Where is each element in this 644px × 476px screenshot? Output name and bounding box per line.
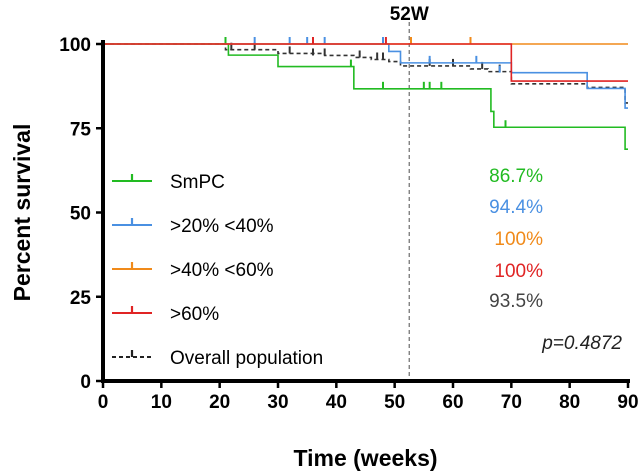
- y-tick-label: 50: [70, 204, 91, 225]
- legend-label: >60%: [170, 304, 219, 325]
- legend-label: Overall population: [170, 348, 323, 369]
- legend-item-overall-population: Overall population: [112, 348, 323, 369]
- week-52-label: 52W: [390, 4, 429, 25]
- annotation-survival-pct: 93.5%: [489, 291, 543, 312]
- y-tick-label: 75: [70, 119, 92, 140]
- survival-curve-smpc: [103, 43, 628, 150]
- x-tick-label: 50: [384, 392, 405, 413]
- legend-item-60: >60%: [112, 304, 219, 325]
- survival-curve-overall-population: [103, 43, 628, 104]
- annotation-survival-pct: 100%: [494, 261, 543, 282]
- x-tick-label: 10: [151, 392, 172, 413]
- series-20-40: [103, 37, 628, 109]
- series-layer: [103, 37, 628, 150]
- legend-item-20-40: >20% <40%: [112, 216, 274, 237]
- legend: SmPC >20% <40% >40% <60% >60% Overall popula…: [112, 172, 323, 369]
- annotation-survival-pct: 100%: [494, 229, 543, 250]
- survival-curve-20-40: [103, 43, 628, 109]
- x-tick-label: 0: [98, 392, 109, 413]
- legend-label: >40% <60%: [170, 260, 274, 281]
- legend-item-40-60: >40% <60%: [112, 260, 274, 281]
- legend-label: >20% <40%: [170, 216, 274, 237]
- legend-label: SmPC: [170, 172, 225, 193]
- axes: 0 10 20 30 40 50 60 70 80 90 0 25 50 75 100: [59, 35, 638, 413]
- x-tick-label: 70: [501, 392, 522, 413]
- x-tick-label: 40: [326, 392, 347, 413]
- survival-curve-60: [103, 43, 628, 82]
- annotation-survival-pct: 94.4%: [489, 197, 543, 218]
- series-40-60: [103, 37, 628, 45]
- x-axis-title: Time (weeks): [293, 445, 437, 471]
- legend-item-smpc: SmPC: [112, 172, 225, 193]
- y-tick-label: 25: [70, 288, 92, 309]
- y-axis-title: Percent survival: [9, 124, 35, 302]
- x-tick-label: 60: [442, 392, 463, 413]
- y-tick-label: 0: [80, 372, 91, 393]
- p-value: p=0.4872: [541, 333, 622, 354]
- series-60: [103, 37, 628, 82]
- y-tick-label: 100: [59, 35, 91, 56]
- x-tick-label: 80: [559, 392, 580, 413]
- annotations: 86.7% 94.4% 100% 100% 93.5%: [489, 166, 543, 312]
- annotation-survival-pct: 86.7%: [489, 166, 543, 187]
- x-tick-label: 20: [209, 392, 230, 413]
- x-tick-label: 30: [267, 392, 288, 413]
- series-smpc: [103, 37, 628, 150]
- x-tick-label: 90: [617, 392, 638, 413]
